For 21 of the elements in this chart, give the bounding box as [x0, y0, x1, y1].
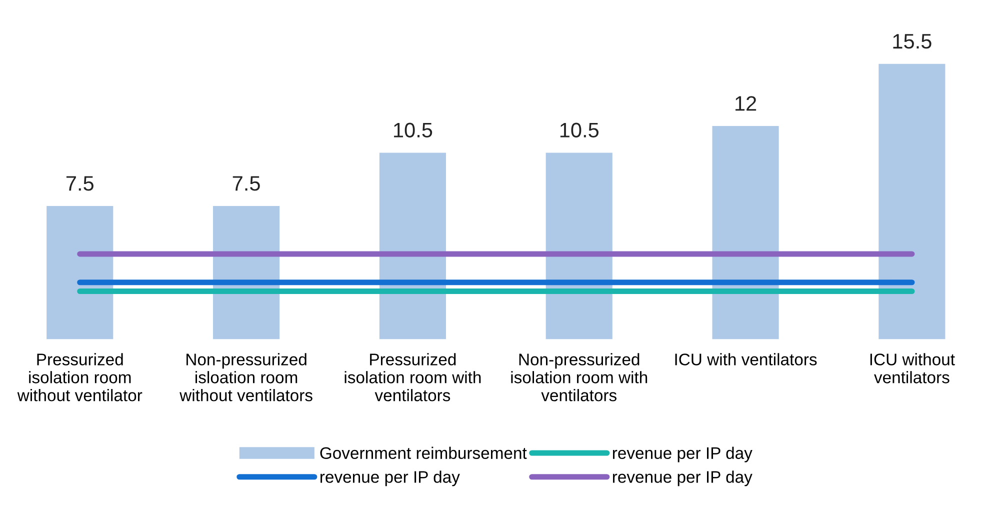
bar [546, 152, 612, 340]
data-label: 7.5 [66, 176, 94, 191]
bar [878, 64, 946, 340]
bar [712, 126, 779, 340]
legend-label: revenue per IP day [612, 446, 752, 462]
bar [46, 206, 114, 340]
x-tick-label: ICU without ventilators [870, 353, 955, 384]
x-tick-label: ICU with ventilators [675, 353, 817, 366]
data-label: 7.5 [232, 176, 260, 191]
data-label: 12 [736, 96, 756, 111]
data-label: 10.5 [560, 122, 599, 138]
legend-label: revenue per IP day [612, 470, 752, 486]
data-label: 10.5 [394, 122, 432, 138]
bar [379, 152, 446, 340]
x-tick-label: Pressurized isolation room with ventilators [344, 353, 481, 402]
x-tick-label: Non-pressurized isloation room without ventilators [180, 353, 312, 402]
x-tick-label: Non-pressurized isolation room with ventilators [511, 353, 648, 402]
data-label: 15.5 [893, 34, 932, 49]
legend-label: Government reimbursement [320, 446, 527, 459]
x-tick-label: Pressurized isolation room without ventilator [17, 353, 142, 402]
legend-label: revenue per IP day [320, 470, 460, 486]
